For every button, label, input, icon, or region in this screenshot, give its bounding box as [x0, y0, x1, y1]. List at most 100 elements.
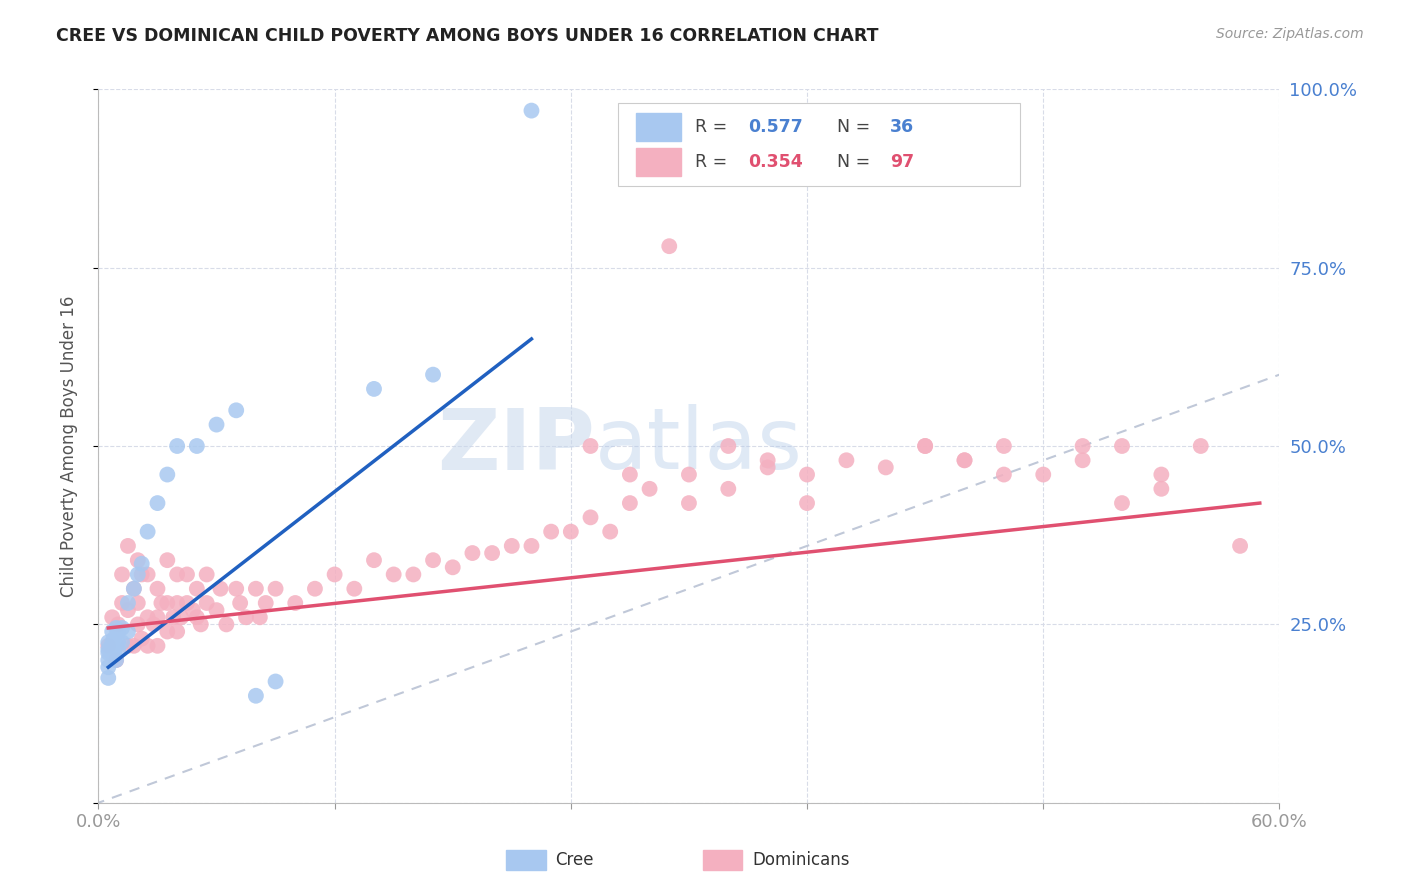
Point — [914, 439, 936, 453]
Point — [181, 603, 204, 617]
Point — [363, 382, 385, 396]
Point — [97, 660, 120, 674]
Point — [195, 596, 218, 610]
Point — [186, 610, 208, 624]
Point — [796, 467, 818, 482]
Point — [501, 539, 523, 553]
Text: N =: N = — [837, 153, 876, 171]
Point — [150, 596, 173, 610]
Point — [756, 460, 779, 475]
Point — [97, 671, 120, 685]
Text: atlas: atlas — [595, 404, 803, 488]
Point — [136, 639, 159, 653]
Point — [101, 610, 124, 624]
Point — [103, 646, 125, 660]
Point — [122, 582, 145, 596]
Text: N =: N = — [837, 118, 876, 136]
Point — [225, 403, 247, 417]
Point — [835, 453, 858, 467]
Point — [953, 453, 976, 467]
Point — [284, 596, 307, 610]
Point — [97, 646, 120, 660]
Text: Cree: Cree — [555, 851, 593, 869]
Point — [422, 368, 444, 382]
Point — [579, 439, 602, 453]
Point — [166, 624, 188, 639]
Point — [176, 567, 198, 582]
Point — [186, 439, 208, 453]
Point — [599, 524, 621, 539]
Point — [156, 624, 179, 639]
Point — [560, 524, 582, 539]
Text: Dominicans: Dominicans — [752, 851, 849, 869]
Point — [520, 103, 543, 118]
Point — [166, 567, 188, 582]
Point — [1150, 467, 1173, 482]
Point — [107, 617, 129, 632]
Point — [993, 467, 1015, 482]
Text: Source: ZipAtlas.com: Source: ZipAtlas.com — [1216, 27, 1364, 41]
Point — [1111, 496, 1133, 510]
Point — [176, 596, 198, 610]
Point — [162, 610, 184, 624]
Point — [97, 642, 120, 657]
Point — [117, 603, 139, 617]
Point — [343, 582, 366, 596]
Point — [235, 610, 257, 624]
Point — [105, 621, 128, 635]
Point — [756, 453, 779, 467]
Text: ZIP: ZIP — [437, 404, 595, 488]
Point — [156, 467, 179, 482]
FancyBboxPatch shape — [619, 103, 1019, 186]
Point — [914, 439, 936, 453]
Point — [953, 453, 976, 467]
Point — [619, 496, 641, 510]
Point — [117, 624, 139, 639]
Point — [264, 582, 287, 596]
Point — [638, 482, 661, 496]
Point — [678, 467, 700, 482]
Y-axis label: Child Poverty Among Boys Under 16: Child Poverty Among Boys Under 16 — [59, 295, 77, 597]
Point — [1071, 439, 1094, 453]
Point — [122, 582, 145, 596]
Point — [245, 689, 267, 703]
Point — [249, 610, 271, 624]
Point — [146, 610, 169, 624]
Bar — [636, 113, 681, 141]
Point — [579, 510, 602, 524]
Point — [1150, 482, 1173, 496]
Point — [619, 467, 641, 482]
Point — [1189, 439, 1212, 453]
Bar — [636, 148, 681, 176]
Point — [97, 639, 120, 653]
Point — [205, 417, 228, 432]
Point — [127, 553, 149, 567]
Text: 0.354: 0.354 — [748, 153, 803, 171]
Point — [229, 596, 252, 610]
Point — [209, 582, 232, 596]
Point — [146, 496, 169, 510]
Point — [117, 596, 139, 610]
Point — [136, 610, 159, 624]
Point — [170, 610, 193, 624]
Point — [146, 639, 169, 653]
Point — [111, 621, 134, 635]
Text: CREE VS DOMINICAN CHILD POVERTY AMONG BOYS UNDER 16 CORRELATION CHART: CREE VS DOMINICAN CHILD POVERTY AMONG BO… — [56, 27, 879, 45]
Point — [142, 617, 165, 632]
Point — [107, 642, 129, 657]
Point — [205, 603, 228, 617]
Point — [875, 460, 897, 475]
Point — [127, 596, 149, 610]
Point — [111, 567, 134, 582]
Point — [156, 553, 179, 567]
Point — [105, 653, 128, 667]
Point — [103, 632, 125, 646]
Point — [382, 567, 405, 582]
Point — [166, 439, 188, 453]
Point — [97, 635, 120, 649]
Point — [131, 632, 153, 646]
Point — [101, 635, 124, 649]
Point — [363, 553, 385, 567]
Point — [540, 524, 562, 539]
Point — [402, 567, 425, 582]
